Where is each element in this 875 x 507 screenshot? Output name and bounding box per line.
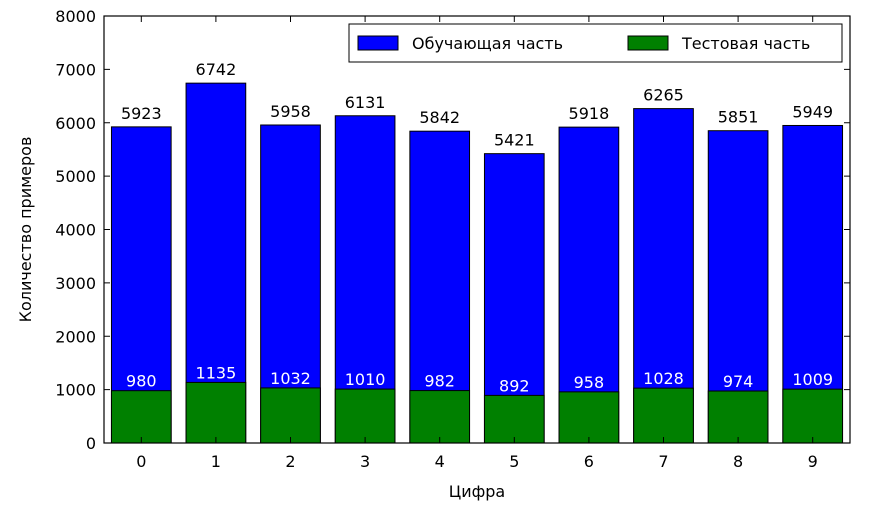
legend-swatch-0: [357, 35, 399, 51]
data-label-train-1: 6742: [196, 60, 237, 79]
y-tick-label-2000: 2000: [55, 327, 96, 346]
x-tick-label-0: 0: [136, 452, 146, 471]
bar-test-2: [260, 387, 321, 444]
bar-test-4: [409, 390, 471, 444]
y-tick-label-3000: 3000: [55, 274, 96, 293]
data-label-test-7: 1028: [643, 369, 684, 388]
legend: Обучающая часть Тестовая часть: [348, 23, 843, 63]
bar-test-0: [110, 390, 172, 444]
x-tick-label-3: 3: [360, 452, 370, 471]
data-label-train-5: 5421: [494, 131, 535, 150]
x-tick-label-4: 4: [435, 452, 445, 471]
data-label-test-0: 980: [126, 372, 157, 391]
y-tick-label-0: 0: [86, 434, 96, 453]
data-label-test-2: 1032: [270, 369, 311, 388]
bar-test-3: [334, 388, 396, 444]
data-label-train-2: 5958: [270, 102, 311, 121]
legend-label-0: Обучающая часть: [412, 34, 563, 53]
bar-train-7: [633, 108, 694, 444]
data-label-train-4: 5842: [419, 108, 460, 127]
x-axis-title: Цифра: [449, 482, 505, 501]
legend-box: [348, 23, 843, 63]
data-label-train-0: 5923: [121, 104, 162, 123]
bar-test-9: [782, 388, 844, 444]
data-label-train-7: 6265: [643, 86, 684, 105]
bar-test-8: [707, 390, 769, 444]
bars-layer: [110, 82, 844, 444]
data-label-train-9: 5949: [792, 102, 833, 121]
ticks-layer: 0 1 2 3 4 5 6 7 8 9 0 1000 2000 3000 4000 5000 6000 7000 8…: [55, 7, 850, 471]
data-label-test-5: 892: [499, 376, 530, 395]
x-tick-label-1: 1: [211, 452, 221, 471]
legend-label-1: Тестовая часть: [681, 34, 810, 53]
bar-test-6: [558, 391, 620, 444]
bar-test-5: [483, 394, 545, 444]
y-tick-label-5000: 5000: [55, 167, 96, 186]
data-label-train-6: 5918: [569, 104, 610, 123]
x-tick-label-5: 5: [509, 452, 519, 471]
y-tick-label-8000: 8000: [55, 7, 96, 26]
bar-test-7: [633, 387, 694, 444]
data-label-test-9: 1009: [792, 370, 833, 389]
legend-swatch-1: [627, 35, 669, 51]
data-label-test-4: 982: [424, 372, 455, 391]
plot-frame: [103, 15, 851, 444]
data-labels-layer: 5923 980 6742 1135 5958 1032 6131 1010 5842 982 54…: [121, 60, 833, 395]
y-axis-title: Количество примеров: [16, 137, 35, 323]
y-tick-label-6000: 6000: [55, 114, 96, 133]
y-tick-label-1000: 1000: [55, 381, 96, 400]
x-tick-label-6: 6: [584, 452, 594, 471]
data-label-test-6: 958: [574, 373, 605, 392]
bar-train-5: [483, 153, 545, 444]
data-label-train-3: 6131: [345, 93, 386, 112]
x-tick-label-8: 8: [733, 452, 743, 471]
data-label-test-3: 1010: [345, 370, 386, 389]
y-tick-label-7000: 7000: [55, 60, 96, 79]
bar-test-1: [185, 381, 247, 444]
data-label-test-1: 1135: [196, 363, 237, 382]
y-tick-label-4000: 4000: [55, 221, 96, 240]
bar-train-6: [558, 126, 620, 444]
data-label-test-8: 974: [723, 372, 754, 391]
x-tick-label-2: 2: [285, 452, 295, 471]
data-label-train-8: 5851: [718, 108, 759, 127]
x-tick-label-7: 7: [658, 452, 668, 471]
x-tick-label-9: 9: [808, 452, 818, 471]
